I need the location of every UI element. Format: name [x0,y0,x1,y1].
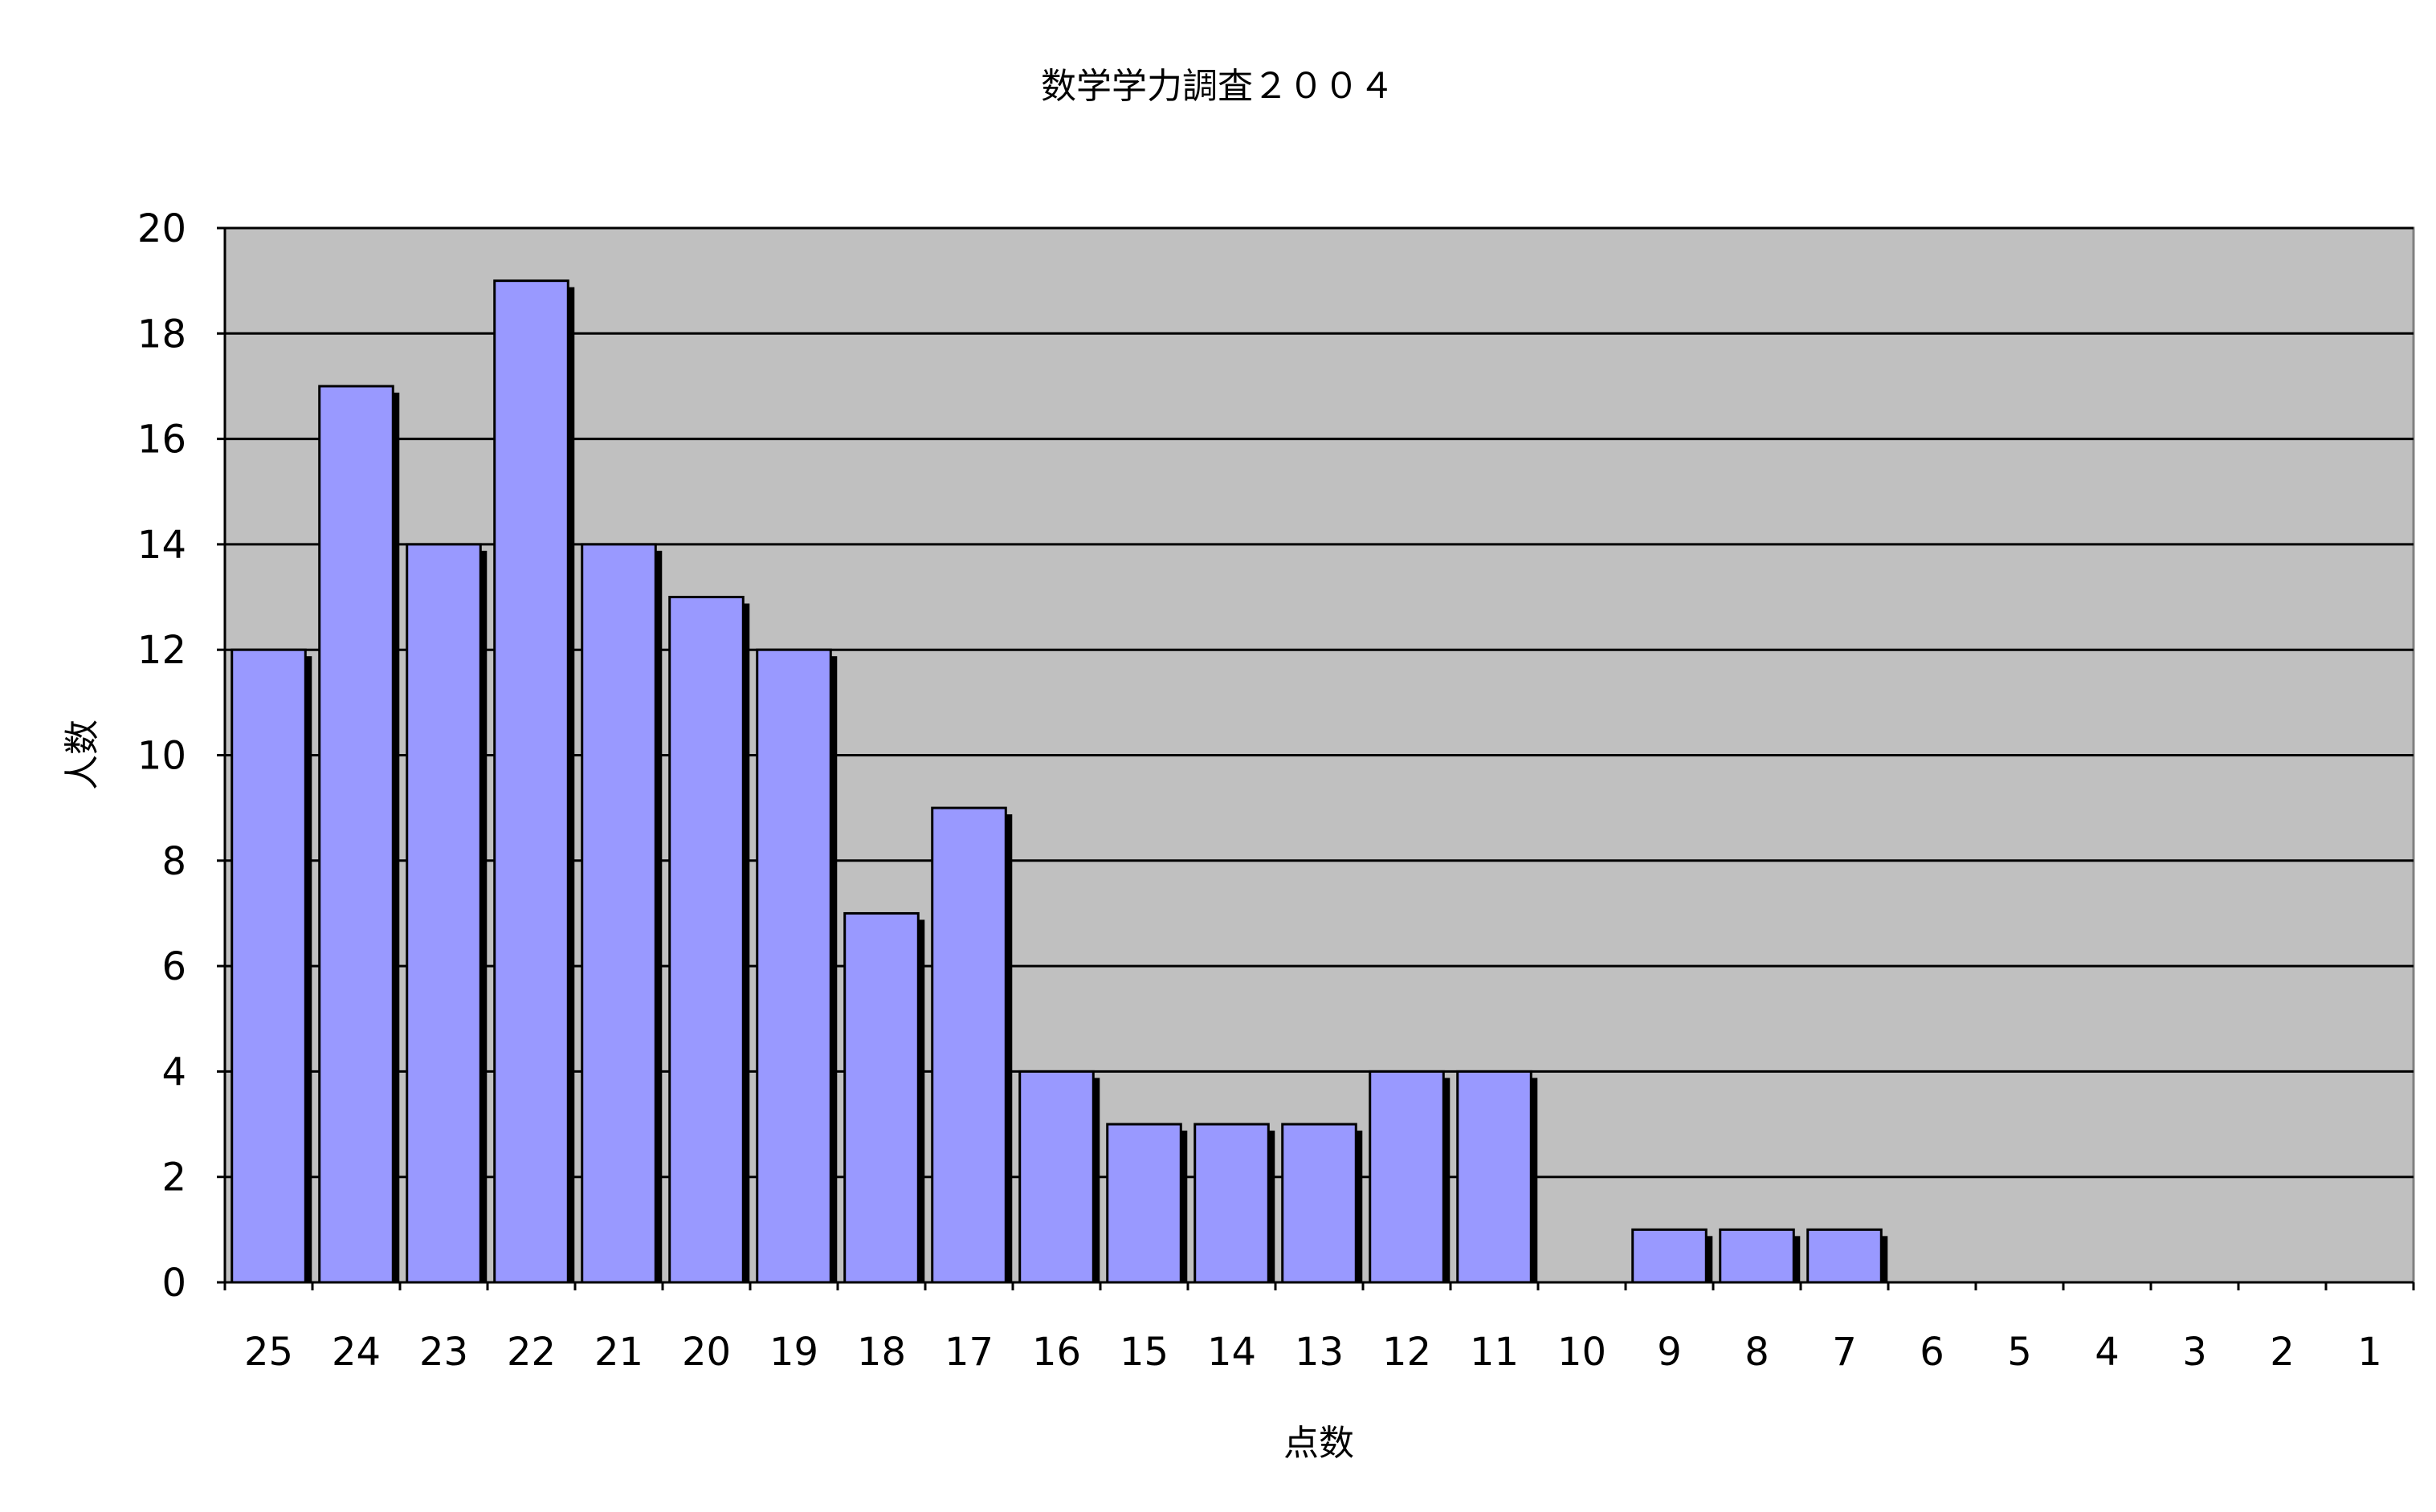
x-tick-label: 20 [682,1330,731,1375]
x-tick-label: 4 [2095,1330,2120,1375]
bars [231,279,1888,1284]
bar [931,806,1007,1284]
bar [318,385,394,1284]
y-axis-title: 人数 [62,719,103,790]
bar [1018,1070,1095,1284]
y-tick-label: 8 [161,839,186,884]
x-tick-label: 25 [244,1330,293,1375]
bar [1194,1123,1270,1284]
bar [668,596,745,1284]
y-tick-label: 6 [161,944,186,989]
bar [1456,1070,1532,1284]
x-tick-label: 23 [419,1330,468,1375]
x-tick-label: 6 [1920,1330,1944,1375]
bar [1106,1123,1182,1284]
chart-title: 数学学力調査２００４ [1041,66,1394,107]
x-axis-ticks: 25 24 23 22 21 20 19 18 17 16 15 14 13 12 11 10 9 8 7 6 5 4 3 2… [223,1282,2415,1375]
bar [493,279,569,1284]
x-tick-label: 24 [332,1330,381,1375]
x-tick-label: 3 [2182,1330,2207,1375]
y-axis-ticks: 0 2 4 6 8 10 12 14 16 18 20 [137,206,225,1306]
x-tick-label: 22 [507,1330,556,1375]
x-axis-title: 点数 [1283,1423,1354,1464]
y-tick-label: 20 [137,206,186,251]
x-tick-label: 14 [1207,1330,1256,1375]
bar [1631,1228,1708,1284]
y-tick-label: 18 [137,312,186,357]
bar [231,648,307,1284]
x-tick-label: 9 [1657,1330,1682,1375]
x-tick-label: 11 [1470,1330,1519,1375]
y-tick-label: 16 [137,418,186,463]
y-tick-label: 14 [137,523,186,568]
bar [1369,1070,1445,1284]
y-tick-label: 10 [137,734,186,779]
y-tick-label: 4 [161,1049,186,1094]
x-tick-label: 19 [769,1330,818,1375]
bar [1281,1123,1357,1284]
x-tick-label: 16 [1032,1330,1081,1375]
x-tick-label: 17 [945,1330,994,1375]
x-tick-label: 7 [1832,1330,1857,1375]
bar [843,911,920,1284]
x-tick-label: 12 [1382,1330,1431,1375]
x-tick-label: 15 [1120,1330,1169,1375]
bar [1719,1228,1795,1284]
bar [406,543,482,1284]
bar [756,648,832,1284]
x-tick-label: 10 [1557,1330,1606,1375]
y-tick-label: 12 [137,628,186,673]
y-tick-label: 2 [161,1155,186,1200]
x-tick-label: 18 [857,1330,906,1375]
x-tick-label: 8 [1744,1330,1769,1375]
x-tick-label: 13 [1295,1330,1344,1375]
x-tick-label: 1 [2357,1330,2382,1375]
bar [1806,1228,1883,1284]
x-tick-label: 5 [2007,1330,2032,1375]
bar [581,543,657,1284]
y-tick-label: 0 [161,1261,186,1306]
x-tick-label: 2 [2270,1330,2295,1375]
x-tick-label: 21 [594,1330,643,1375]
